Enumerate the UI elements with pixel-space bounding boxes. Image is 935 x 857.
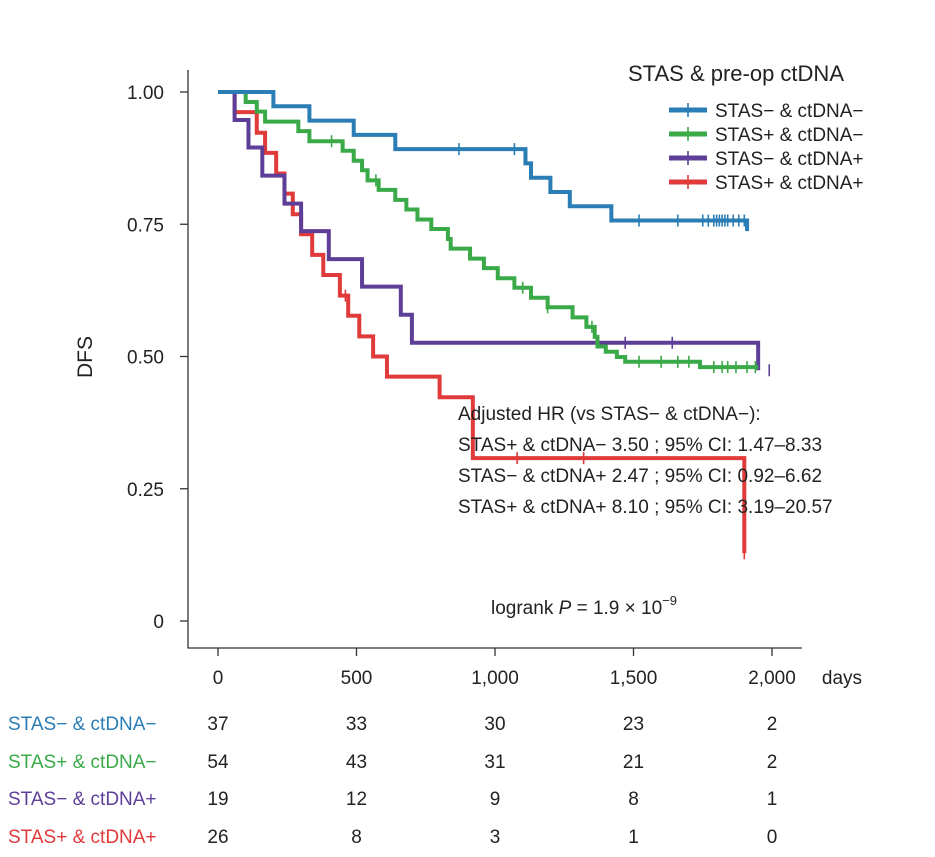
risk-row: STAS− & ctDNA− 37 33 30 23 2	[0, 714, 935, 744]
legend-entry-1: STAS− & ctDNA−	[715, 101, 864, 122]
hr-title: Adjusted HR (vs STAS− & ctDNA−):	[458, 404, 761, 425]
risk-count: 9	[489, 789, 501, 810]
logrank-exponent: −9	[662, 593, 677, 608]
risk-count: 2	[766, 751, 778, 773]
y-tick-label: 1.00	[127, 83, 164, 104]
y-axis-label: DFS	[74, 336, 97, 378]
logrank-prefix: logrank	[491, 598, 559, 619]
risk-row-label: STAS− & ctDNA−	[8, 714, 157, 735]
risk-count: 0	[766, 826, 778, 848]
x-tick-label: 1,000	[471, 668, 519, 689]
hr-line-1: STAS+ & ctDNA− 3.50 ; 95% CI: 1.47–8.33	[458, 435, 822, 456]
risk-row-label: STAS− & ctDNA+	[8, 789, 157, 810]
risk-count: 19	[207, 789, 229, 810]
hr-line-3: STAS+ & ctDNA+ 8.10 ; 95% CI: 3.19–20.57	[458, 497, 833, 518]
risk-count: 31	[484, 751, 506, 773]
risk-count: 23	[622, 714, 645, 735]
y-tick-label: 0.25	[127, 480, 164, 501]
legend-entry-3: STAS− & ctDNA+	[715, 149, 864, 170]
risk-row: STAS+ & ctDNA+ 26 8 3 1 0	[0, 827, 935, 857]
legend-entry-4: STAS+ & ctDNA+	[715, 173, 864, 194]
x-tick-label: 1,500	[610, 668, 658, 689]
number-at-risk-table: STAS− & ctDNA− 37 33 30 23 2 STAS+ & ctDNA− 54 4…	[0, 700, 935, 849]
legend-title: STAS & pre-op ctDNA	[628, 61, 844, 86]
risk-count: 26	[207, 826, 229, 848]
km-curve-1	[218, 90, 750, 232]
risk-row: STAS− & ctDNA+ 19 12 9 8 1	[0, 789, 935, 819]
risk-count: 30	[484, 714, 506, 735]
x-tick-label: 0	[213, 668, 224, 689]
km-curve-4	[218, 90, 747, 554]
risk-count: 37	[207, 714, 229, 735]
hr-line-2: STAS− & ctDNA+ 2.47 ; 95% CI: 0.92–6.62	[458, 466, 822, 487]
legend-entry-2: STAS+ & ctDNA−	[715, 125, 864, 146]
x-tick-label: 500	[341, 668, 373, 689]
y-tick-label: 0.75	[127, 215, 164, 236]
risk-count: 43	[345, 751, 368, 773]
risk-count: 1	[628, 826, 639, 848]
km-curve-3	[218, 90, 761, 371]
x-tick-label: 2,000	[748, 668, 796, 689]
risk-count: 8	[628, 789, 639, 810]
risk-count: 33	[345, 714, 368, 735]
risk-count: 54	[207, 751, 229, 773]
y-tick-label: 0	[153, 612, 164, 633]
logrank-text: logrank P = 1.9 × 10−9	[491, 593, 677, 619]
risk-row-label: STAS+ & ctDNA+	[8, 826, 157, 848]
risk-count: 8	[351, 826, 362, 848]
risk-row-label: STAS+ & ctDNA−	[8, 751, 157, 773]
km-chart: 0 0.25 0.50 0.75 1.00 0 500 1,000 1,500 2,000 days…	[74, 61, 864, 689]
km-curve-2	[218, 90, 759, 370]
risk-count: 3	[489, 826, 501, 848]
logrank-p: P	[559, 598, 572, 619]
risk-row: STAS+ & ctDNA− 54 43 31 21 2	[0, 752, 935, 782]
risk-count: 2	[766, 714, 778, 735]
y-tick-label: 0.50	[127, 348, 164, 369]
risk-count: 21	[622, 751, 645, 773]
risk-count: 12	[345, 789, 368, 810]
logrank-equals: = 1.9 × 10	[571, 598, 662, 619]
risk-count: 1	[766, 789, 778, 810]
x-axis-label: days	[822, 668, 862, 689]
